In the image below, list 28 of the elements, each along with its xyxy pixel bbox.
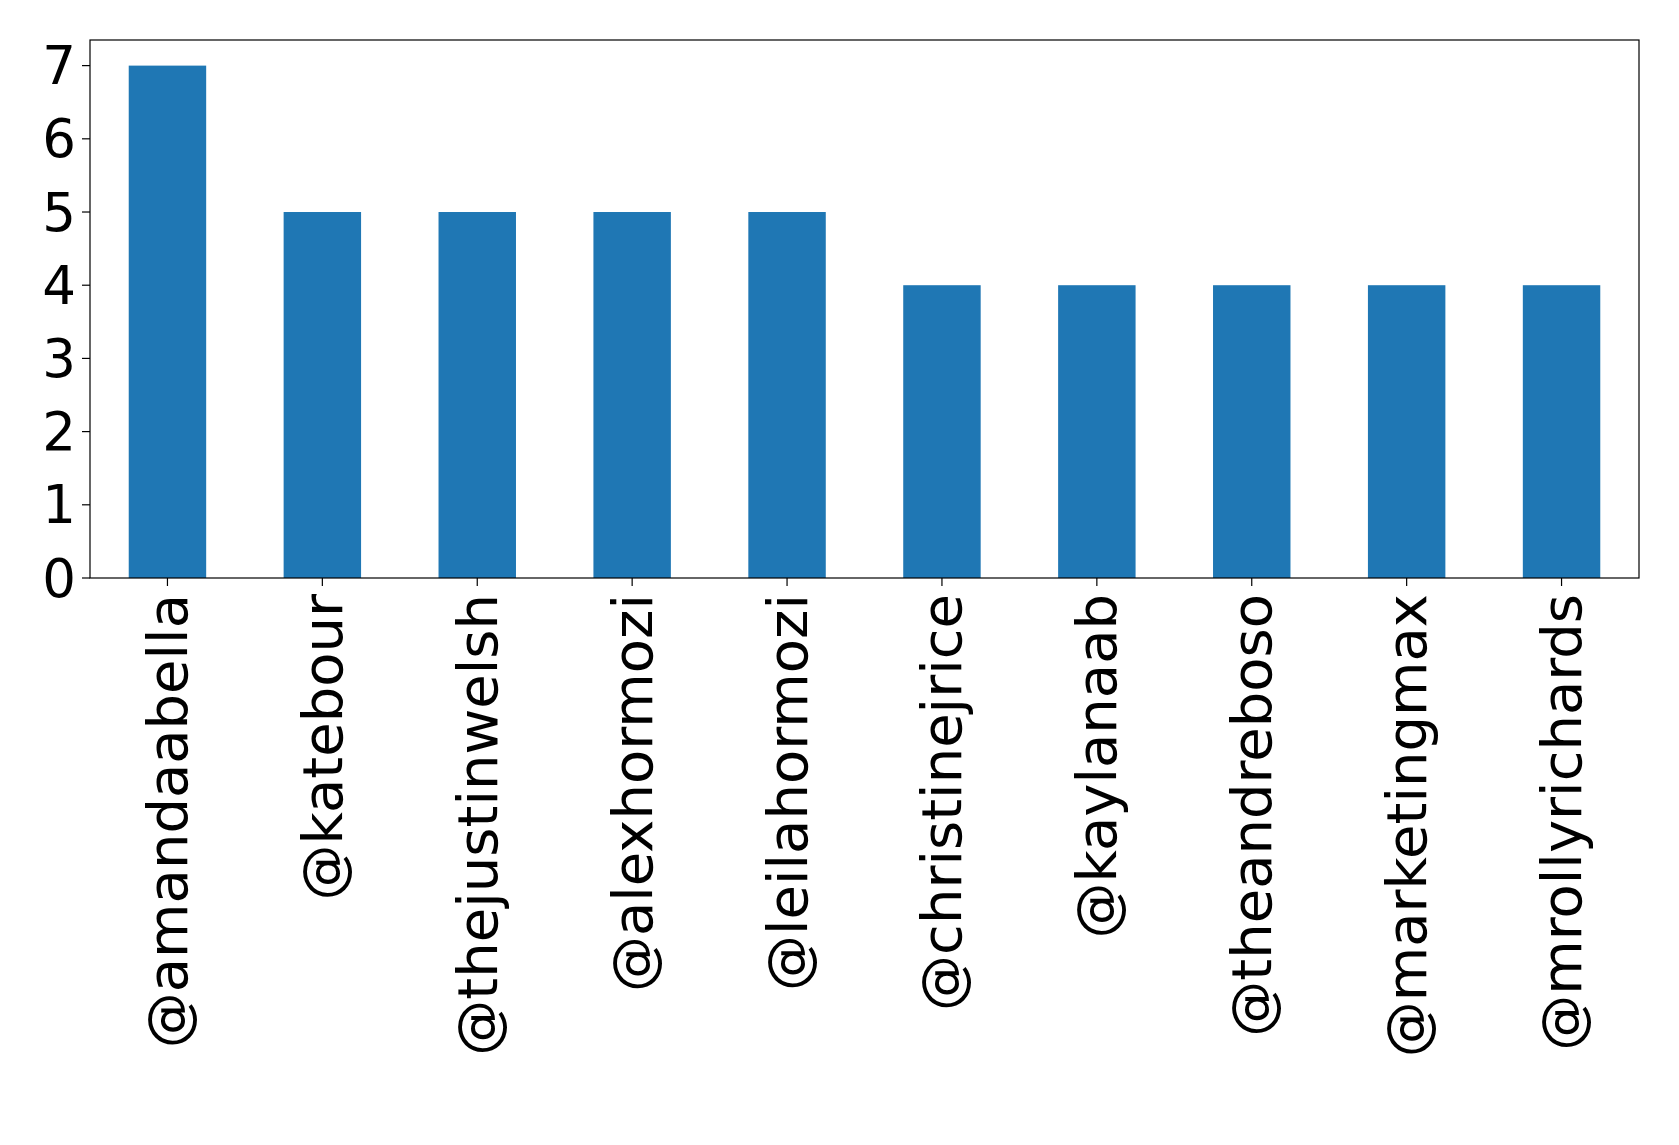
y-tick-label: 2 — [42, 401, 76, 463]
y-tick-label: 7 — [42, 35, 76, 97]
bar — [593, 212, 671, 578]
y-tick-label: 0 — [42, 547, 76, 609]
bar — [438, 212, 516, 578]
y-tick-label: 3 — [42, 327, 76, 389]
y-tick-label: 1 — [42, 474, 76, 536]
x-tick-label: @leilahormozi — [754, 594, 820, 992]
bar — [748, 212, 826, 578]
x-tick-label: @theandreboso — [1219, 594, 1285, 1037]
bar — [1367, 285, 1446, 578]
x-tick-label: @mrollyrichards — [1529, 594, 1595, 1051]
bar — [283, 212, 362, 578]
bar — [1213, 285, 1291, 578]
x-tick-label: @alexhormozi — [599, 594, 665, 993]
bar — [903, 285, 981, 578]
x-tick-label: @christinejrice — [909, 594, 975, 1011]
bar — [128, 65, 207, 578]
bar — [1058, 285, 1136, 578]
x-tick-label: @katebour — [289, 593, 355, 901]
y-tick-label: 4 — [42, 254, 76, 316]
y-tick-label: 6 — [42, 108, 76, 170]
y-tick-label: 5 — [42, 181, 76, 243]
bar — [1522, 285, 1601, 578]
x-tick-label: @thejustinwelsh — [444, 594, 510, 1056]
x-tick-label: @kaylanaab — [1064, 594, 1130, 939]
x-tick-label: @marketingmax — [1374, 594, 1440, 1058]
x-tick-label: @amandaabella — [134, 594, 200, 1049]
